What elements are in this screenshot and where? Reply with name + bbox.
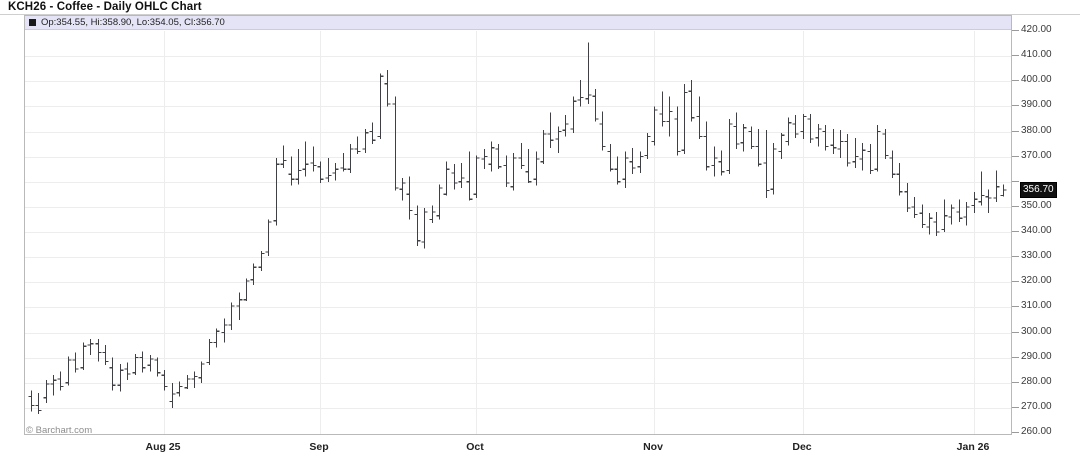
y-axis-tick-label: 330.00 xyxy=(1021,250,1052,261)
y-axis-tick xyxy=(1012,382,1019,383)
y-axis-tick-label: 270.00 xyxy=(1021,401,1052,412)
y-axis-tick-label: 260.00 xyxy=(1021,426,1052,437)
ohlc-bars xyxy=(28,42,1007,415)
ohlc-plot-area[interactable] xyxy=(25,16,1011,434)
x-axis: Aug 25 Sep Oct Nov Dec Jan 26 xyxy=(24,436,1012,466)
gridline-horizontal xyxy=(25,157,1011,158)
y-axis-tick xyxy=(1012,306,1019,307)
watermark: © Barchart.com xyxy=(26,425,93,436)
gridline-vertical xyxy=(476,31,477,434)
gridline-horizontal xyxy=(25,81,1011,82)
y-axis-tick xyxy=(1012,131,1019,132)
y-axis-tick xyxy=(1012,181,1019,182)
y-axis-tick-label: 300.00 xyxy=(1021,326,1052,337)
y-axis-tick-label: 380.00 xyxy=(1021,125,1052,136)
gridline-vertical xyxy=(654,31,655,434)
y-axis-tick xyxy=(1012,432,1019,433)
y-axis-tick xyxy=(1012,357,1019,358)
y-axis-tick xyxy=(1012,80,1019,81)
y-axis-tick-label: 320.00 xyxy=(1021,275,1052,286)
x-axis-tick-label: Dec xyxy=(792,441,812,453)
x-axis-tick-label: Nov xyxy=(643,441,663,453)
gridline-horizontal xyxy=(25,106,1011,107)
y-axis-tick-label: 410.00 xyxy=(1021,49,1052,60)
legend-color-swatch xyxy=(29,19,36,26)
x-axis-tick-label: Oct xyxy=(466,441,484,453)
y-axis-tick-label: 340.00 xyxy=(1021,225,1052,236)
y-axis-tick-label: 390.00 xyxy=(1021,99,1052,110)
page-title: KCH26 - Coffee - Daily OHLC Chart xyxy=(8,1,202,13)
gridline-vertical xyxy=(164,31,165,434)
gridline-vertical xyxy=(974,31,975,434)
y-axis-tick-label: 350.00 xyxy=(1021,200,1052,211)
gridline-horizontal xyxy=(25,232,1011,233)
gridline-horizontal xyxy=(25,282,1011,283)
y-axis-tick-label: 280.00 xyxy=(1021,376,1052,387)
y-axis-tick xyxy=(1012,30,1019,31)
current-price-tag: 356.70 xyxy=(1020,182,1057,198)
y-axis-tick xyxy=(1012,105,1019,106)
gridline-horizontal xyxy=(25,182,1011,183)
y-axis-tick-label: 420.00 xyxy=(1021,24,1052,35)
y-axis-tick-label: 400.00 xyxy=(1021,74,1052,85)
gridline-horizontal xyxy=(25,257,1011,258)
y-axis-tick-label: 310.00 xyxy=(1021,300,1052,311)
x-axis-tick-label: Jan 26 xyxy=(956,441,990,453)
chart-frame: Op:354.55, Hi:358.90, Lo:354.05, Cl:356.… xyxy=(24,15,1012,435)
y-axis-tick-label: 290.00 xyxy=(1021,351,1052,362)
x-axis-tick-label: Sep xyxy=(309,441,329,453)
gridline-horizontal xyxy=(25,307,1011,308)
gridline-vertical xyxy=(320,31,321,434)
y-axis-tick-label: 370.00 xyxy=(1021,150,1052,161)
y-axis-tick xyxy=(1012,206,1019,207)
gridline-horizontal xyxy=(25,358,1011,359)
gridline-horizontal xyxy=(25,383,1011,384)
title-divider xyxy=(0,14,1080,15)
y-axis-tick xyxy=(1012,407,1019,408)
gridline-horizontal xyxy=(25,408,1011,409)
legend-ohlc-readout: Op:354.55, Hi:358.90, Lo:354.05, Cl:356.… xyxy=(41,17,225,28)
gridline-horizontal xyxy=(25,207,1011,208)
y-axis-tick xyxy=(1012,231,1019,232)
gridline-horizontal xyxy=(25,132,1011,133)
legend-band: Op:354.55, Hi:358.90, Lo:354.05, Cl:356.… xyxy=(25,16,1011,30)
x-axis-tick-label: Aug 25 xyxy=(145,441,181,453)
gridline-vertical xyxy=(803,31,804,434)
y-axis-tick xyxy=(1012,55,1019,56)
y-axis: 260.00 270.00 280.00 290.00 300.00 310.00 320.… xyxy=(1012,15,1080,437)
y-axis-tick xyxy=(1012,332,1019,333)
gridline-horizontal xyxy=(25,56,1011,57)
y-axis-tick xyxy=(1012,156,1019,157)
gridline-horizontal xyxy=(25,333,1011,334)
y-axis-tick xyxy=(1012,281,1019,282)
y-axis-tick xyxy=(1012,256,1019,257)
